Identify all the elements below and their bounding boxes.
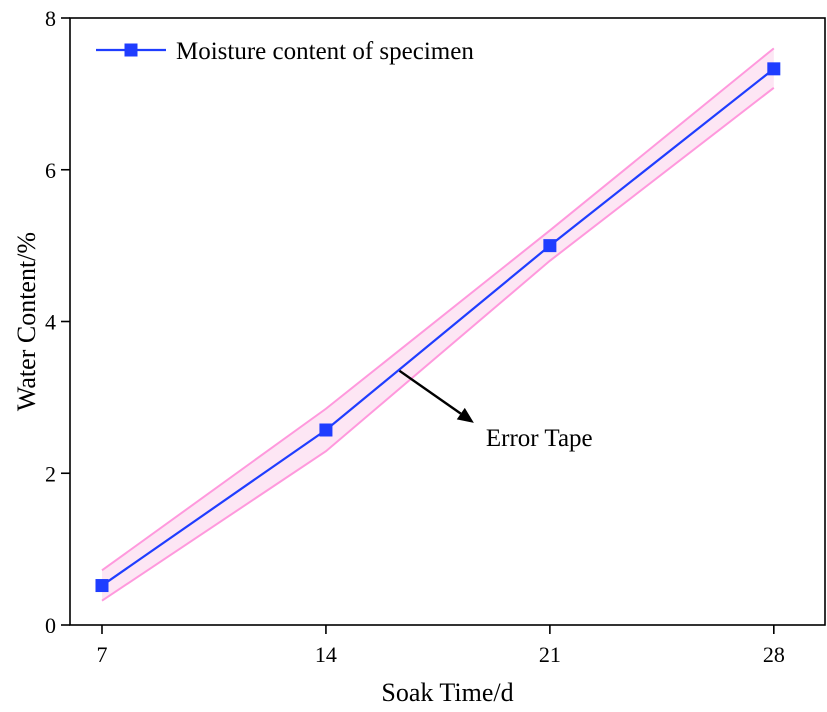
y-tick-label-2: 2 — [45, 461, 56, 486]
data-point-21 — [543, 239, 557, 253]
x-axis-ticks: 7 14 21 28 — [96, 625, 785, 667]
data-point-7 — [95, 579, 109, 593]
y-tick-label-8: 8 — [45, 6, 56, 31]
error-band-upper-line — [101, 47, 775, 572]
data-point-28 — [767, 62, 781, 76]
y-tick-label-4: 4 — [45, 310, 56, 335]
error-band-fill — [101, 48, 774, 601]
error-band — [101, 47, 775, 602]
x-tick-label-21: 21 — [539, 642, 561, 667]
x-tick-label-14: 14 — [315, 642, 337, 667]
annotation-arrow — [398, 369, 462, 415]
y-tick-label-0: 0 — [45, 613, 56, 638]
y-axis-ticks: 0 2 4 6 8 — [45, 6, 70, 638]
x-tick-label-7: 7 — [96, 642, 107, 667]
data-point-14 — [319, 423, 333, 437]
annotation-label: Error Tape — [486, 425, 593, 452]
x-axis-title: Soak Time/d — [381, 678, 513, 707]
y-axis-title: Water Content/% — [12, 232, 41, 411]
annotation-arrowhead — [456, 407, 474, 423]
y-tick-label-6: 6 — [45, 158, 56, 183]
series-line — [101, 67, 775, 587]
x-tick-label-28: 28 — [763, 642, 785, 667]
annotation-error-tape: Error Tape — [398, 369, 593, 452]
legend-marker — [124, 43, 138, 57]
legend: Moisture content of specimen — [96, 38, 474, 65]
legend-label: Moisture content of specimen — [176, 38, 474, 65]
data-series — [95, 62, 781, 593]
error-band-lower-line — [101, 87, 775, 602]
